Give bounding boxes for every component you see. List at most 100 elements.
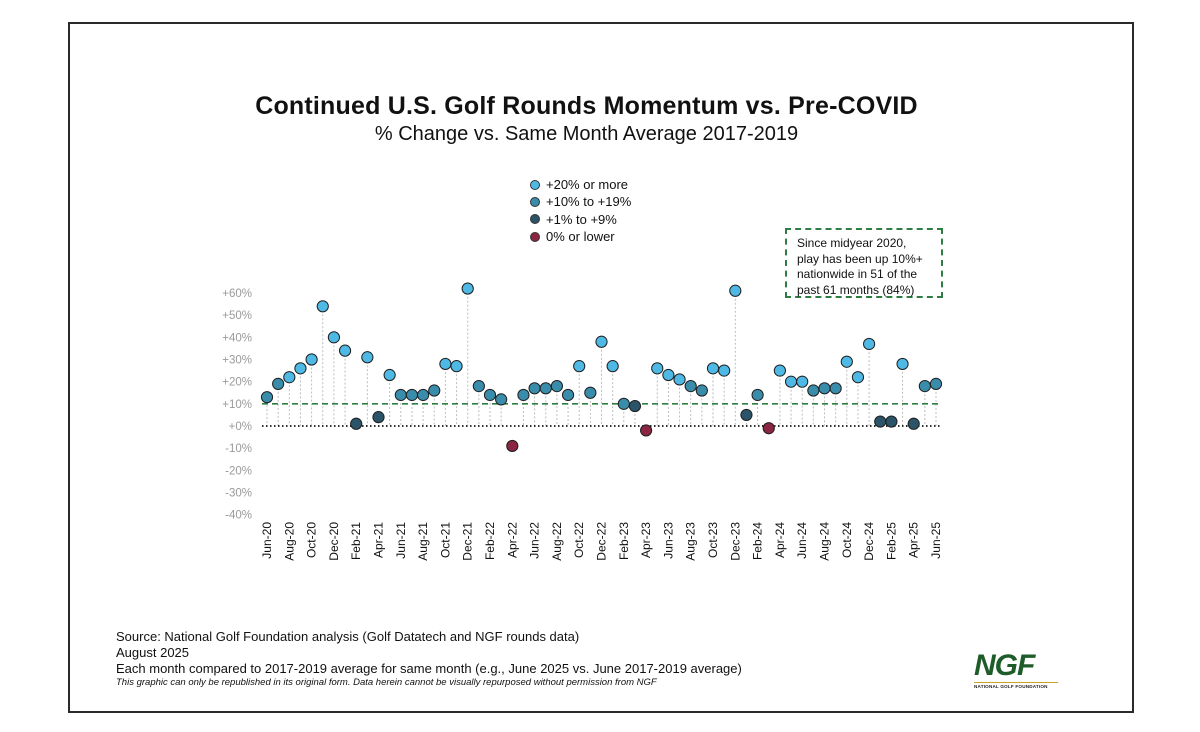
footer-source: Source: National Golf Foundation analysi… [116, 629, 580, 644]
data-point [595, 335, 608, 348]
data-point [305, 353, 318, 366]
x-tick-label: Jun-22 [528, 522, 542, 559]
x-tick-label: Jun-24 [795, 522, 809, 559]
footer: Source: National Golf Foundation analysi… [116, 629, 742, 689]
data-point [851, 371, 865, 384]
data-point [617, 397, 630, 410]
footer-disclaimer: This graphic can only be republished in … [116, 677, 657, 689]
data-point [428, 384, 441, 397]
logo-mark: NGF [974, 649, 1035, 682]
data-point [361, 351, 374, 364]
y-tick-label: +40% [222, 332, 252, 344]
data-point [662, 368, 675, 382]
callout-line: Since midyear 2020, [797, 236, 907, 250]
x-tick-label: Feb-21 [349, 522, 363, 560]
footer-note: Each month compared to 2017-2019 average… [116, 660, 742, 676]
x-tick-label: Aug-20 [282, 522, 296, 561]
x-tick-label: Aug-22 [550, 522, 564, 561]
x-tick-label: Oct-20 [305, 522, 319, 558]
data-point [517, 388, 530, 402]
callout-line: play has been up 10%+ [797, 251, 923, 266]
data-point [528, 382, 541, 395]
data-point [461, 282, 474, 295]
legend: +20% or more +10% to +19% +1% to +9% 0% … [530, 176, 631, 245]
x-tick-label: Apr-21 [372, 522, 386, 558]
data-point [729, 284, 742, 297]
data-point [372, 411, 385, 424]
x-tick-label: Oct-21 [438, 522, 452, 558]
x-tick-label: Dec-20 [327, 522, 341, 561]
x-tick-label: Oct-23 [706, 522, 720, 558]
data-point [818, 382, 831, 395]
data-point [550, 380, 564, 393]
data-point [918, 380, 931, 393]
x-tick-label: Jun-23 [661, 522, 675, 559]
x-tick-label: Jun-25 [929, 522, 943, 559]
data-point [829, 382, 842, 395]
x-tick-label: Oct-24 [840, 522, 854, 558]
x-tick-label: Jun-20 [260, 522, 274, 559]
y-tick-label: +30% [222, 355, 252, 367]
legend-label-negative: 0% or lower [546, 228, 615, 244]
data-point [718, 364, 731, 377]
x-tick-label: Apr-22 [505, 522, 519, 558]
x-tick-label: Dec-23 [728, 522, 742, 561]
legend-label-high: +20% or more [546, 177, 629, 192]
data-point [762, 422, 775, 435]
y-tick-label: -10% [225, 443, 252, 455]
data-point [784, 375, 798, 388]
y-tick-label: +10% [222, 399, 252, 411]
x-tick-label: Aug-24 [818, 522, 832, 561]
callout-box: Since midyear 2020, play has been up 10%… [785, 228, 943, 298]
data-point [584, 386, 597, 399]
legend-item-high: +20% or more [530, 176, 631, 193]
data-point [316, 300, 329, 313]
x-tick-label: Aug-23 [684, 522, 698, 561]
data-point [495, 393, 508, 406]
data-point [294, 362, 307, 375]
data-point [874, 415, 887, 428]
data-point [773, 364, 787, 377]
data-point [751, 388, 764, 402]
legend-label-low: +1% to +9% [546, 211, 617, 227]
y-tick-label: +60% [222, 288, 252, 300]
legend-item-negative: 0% or lower [530, 228, 631, 245]
x-tick-label: Dec-21 [461, 522, 475, 561]
data-point [929, 377, 943, 390]
data-point [283, 371, 296, 384]
data-point [840, 355, 853, 368]
y-tick-label: -40% [225, 510, 252, 522]
data-point [405, 388, 419, 402]
data-point [796, 375, 809, 388]
data-point [628, 399, 642, 413]
footer-date: August 2025 [116, 644, 190, 660]
legend-label-mid: +10% to +19% [546, 194, 632, 210]
data-point [740, 408, 753, 422]
y-tick-label: -30% [225, 488, 252, 500]
legend-marker-low [530, 214, 540, 225]
data-point [483, 388, 497, 402]
x-tick-label: Feb-23 [617, 522, 631, 560]
data-point [439, 357, 452, 371]
data-point [896, 357, 909, 371]
data-point [885, 415, 898, 428]
x-tick-label: Feb-22 [483, 522, 497, 560]
legend-marker-negative [530, 231, 540, 242]
x-tick-label: Oct-22 [572, 522, 586, 558]
data-point [327, 331, 340, 344]
legend-item-low: +1% to +9% [530, 211, 631, 228]
data-point [506, 439, 519, 453]
chart-subtitle: % Change vs. Same Month Average 2017-201… [374, 123, 799, 145]
data-point [695, 384, 708, 397]
legend-marker-mid [530, 196, 540, 207]
data-point [272, 377, 285, 390]
data-point [260, 391, 274, 404]
data-point [907, 417, 920, 430]
x-tick-label: Feb-24 [751, 522, 765, 560]
data-point [606, 360, 619, 373]
data-point [651, 362, 664, 375]
logo-subtext: NATIONAL GOLF FOUNDATION [974, 682, 1058, 689]
data-point [561, 388, 575, 402]
callout-line: nationwide in 51 of the [797, 267, 918, 281]
